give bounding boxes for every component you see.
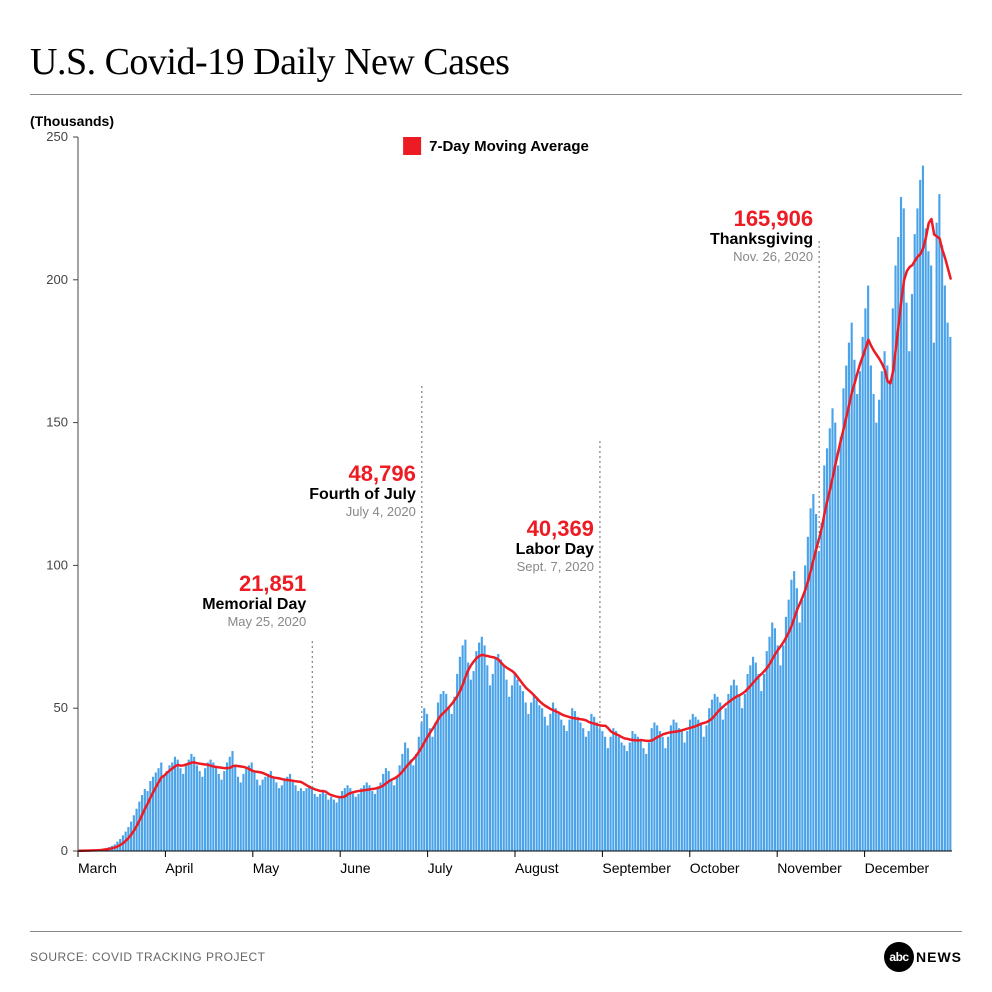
annotation-date: Sept. 7, 2020 — [30, 560, 594, 575]
svg-text:0: 0 — [61, 843, 68, 858]
chart-title: U.S. Covid-19 Daily New Cases — [30, 40, 962, 95]
svg-text:December: December — [865, 860, 930, 876]
annotation-name: Memorial Day — [30, 596, 306, 614]
annotation-value: 165,906 — [30, 206, 813, 231]
svg-text:150: 150 — [46, 415, 68, 430]
annotation-name: Fourth of July — [30, 486, 416, 504]
legend-swatch — [403, 137, 421, 155]
chart-area: 7-Day Moving Average 050100150200250Marc… — [30, 131, 962, 891]
svg-text:200: 200 — [46, 272, 68, 287]
svg-text:June: June — [340, 860, 371, 876]
svg-text:August: August — [515, 860, 559, 876]
logo-text: NEWS — [916, 949, 962, 965]
logo-circle-icon: abc — [884, 942, 914, 972]
annotation: 48,796Fourth of JulyJuly 4, 2020 — [30, 461, 416, 520]
source-text: SOURCE: COVID TRACKING PROJECT — [30, 950, 265, 964]
svg-text:November: November — [777, 860, 842, 876]
annotation: 165,906ThanksgivingNov. 26, 2020 — [30, 206, 813, 265]
annotation-value: 21,851 — [30, 571, 306, 596]
svg-text:May: May — [253, 860, 279, 876]
annotation-value: 48,796 — [30, 461, 416, 486]
annotation-date: May 25, 2020 — [30, 615, 306, 630]
annotation-date: Nov. 26, 2020 — [30, 250, 813, 265]
legend: 7-Day Moving Average — [403, 137, 589, 155]
svg-text:March: March — [78, 860, 117, 876]
annotation-name: Thanksgiving — [30, 231, 813, 249]
svg-text:July: July — [428, 860, 453, 876]
annotation: 21,851Memorial DayMay 25, 2020 — [30, 571, 306, 630]
annotation-name: Labor Day — [30, 541, 594, 559]
svg-text:September: September — [602, 860, 671, 876]
y-axis-label: (Thousands) — [30, 113, 962, 129]
svg-text:50: 50 — [54, 700, 68, 715]
legend-label: 7-Day Moving Average — [429, 138, 589, 155]
annotation-value: 40,369 — [30, 516, 594, 541]
annotation: 40,369Labor DaySept. 7, 2020 — [30, 516, 594, 575]
svg-text:October: October — [690, 860, 740, 876]
svg-text:April: April — [165, 860, 193, 876]
network-logo: abc NEWS — [884, 942, 962, 972]
footer: SOURCE: COVID TRACKING PROJECT abc NEWS — [30, 931, 962, 972]
svg-text:250: 250 — [46, 131, 68, 144]
